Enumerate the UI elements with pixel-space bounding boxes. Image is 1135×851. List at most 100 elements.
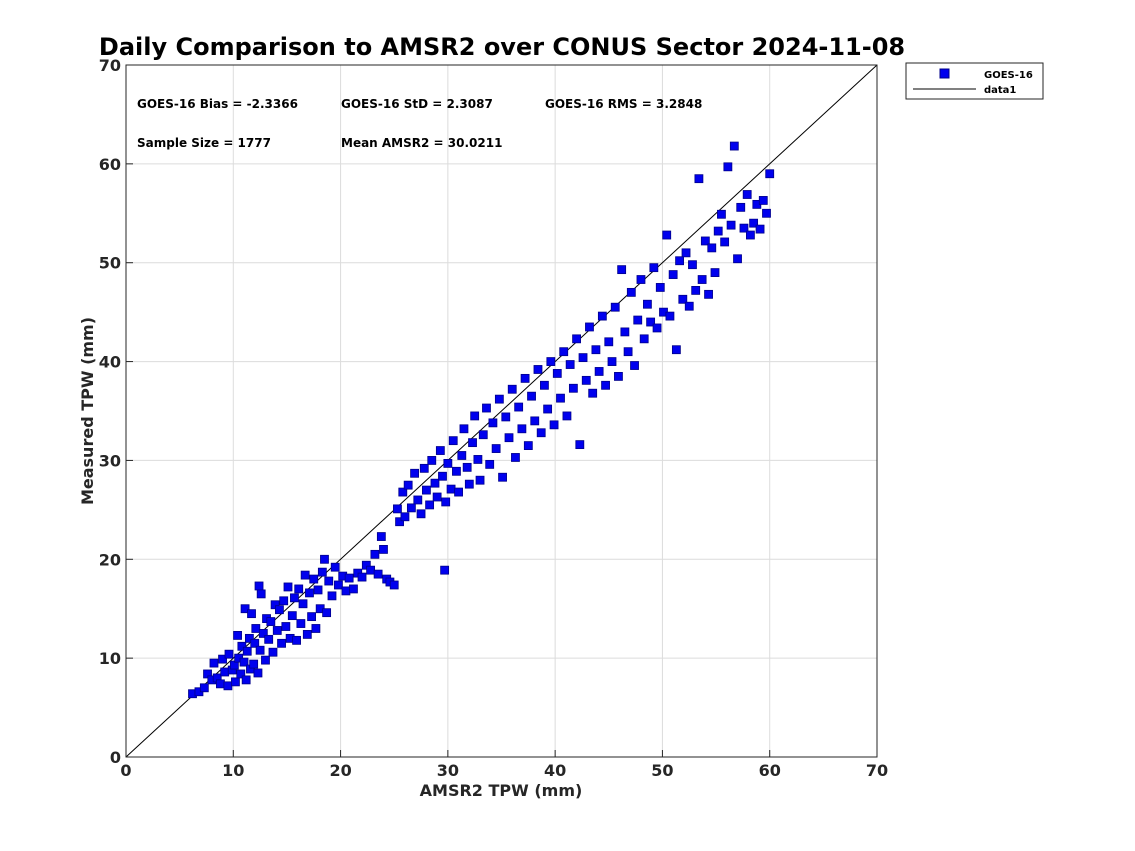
data-point bbox=[688, 260, 697, 270]
data-point bbox=[649, 263, 659, 273]
data-point bbox=[514, 402, 524, 412]
data-point bbox=[473, 455, 483, 464]
data-point bbox=[717, 209, 726, 219]
data-point bbox=[578, 353, 588, 363]
data-point bbox=[533, 365, 543, 374]
data-point bbox=[581, 375, 591, 385]
data-point bbox=[636, 275, 646, 284]
reference-line-data1 bbox=[125, 64, 878, 758]
data-point bbox=[237, 641, 247, 651]
data-point bbox=[630, 361, 639, 370]
data-point bbox=[292, 635, 301, 645]
data-point bbox=[746, 230, 755, 240]
data-point bbox=[736, 202, 746, 212]
data-point bbox=[527, 391, 536, 401]
data-point bbox=[733, 254, 742, 264]
data-point bbox=[240, 604, 250, 614]
data-point bbox=[349, 584, 358, 594]
data-point bbox=[552, 369, 562, 378]
data-point bbox=[494, 394, 504, 404]
data-point bbox=[478, 430, 488, 440]
data-point bbox=[279, 596, 289, 606]
data-point bbox=[370, 549, 380, 559]
legend: GOES-16 data1 bbox=[905, 62, 1044, 100]
data-point bbox=[258, 629, 268, 638]
data-point bbox=[546, 357, 556, 366]
x-tick-label: 20 bbox=[329, 761, 351, 780]
x-tick-label: 50 bbox=[651, 761, 673, 780]
data-point bbox=[588, 388, 598, 398]
data-point bbox=[485, 459, 495, 469]
data-point bbox=[344, 573, 354, 583]
data-point bbox=[250, 638, 260, 648]
data-point bbox=[742, 190, 752, 199]
stat-bias: GOES-16 Bias = -2.3366 bbox=[137, 97, 298, 111]
data-point bbox=[440, 565, 450, 575]
data-point bbox=[675, 256, 684, 266]
chart-title: Daily Comparison to AMSR2 over CONUS Sec… bbox=[99, 33, 905, 61]
data-point bbox=[562, 411, 572, 421]
data-point bbox=[256, 589, 266, 599]
data-point bbox=[277, 638, 286, 648]
data-point bbox=[639, 334, 649, 344]
data-points bbox=[188, 141, 775, 699]
data-point bbox=[707, 243, 717, 253]
y-tick-label: 60 bbox=[99, 155, 121, 174]
x-tick-label: 30 bbox=[437, 761, 459, 780]
data-point bbox=[236, 669, 246, 679]
data-point bbox=[549, 420, 559, 430]
data-point bbox=[446, 484, 456, 494]
reference-line-layer bbox=[125, 64, 878, 758]
data-point bbox=[322, 608, 332, 618]
data-point bbox=[324, 576, 334, 586]
data-point bbox=[249, 659, 259, 669]
data-point bbox=[403, 480, 413, 490]
x-tick-label: 10 bbox=[222, 761, 244, 780]
data-point bbox=[443, 458, 453, 468]
data-point bbox=[313, 585, 323, 595]
data-point bbox=[623, 347, 633, 357]
data-point bbox=[209, 658, 219, 668]
data-point bbox=[427, 456, 437, 465]
data-point bbox=[400, 512, 410, 522]
data-point bbox=[523, 441, 533, 451]
data-point bbox=[700, 236, 710, 246]
data-point bbox=[626, 287, 636, 297]
data-point bbox=[543, 404, 553, 414]
legend-box bbox=[905, 62, 1044, 100]
data-point bbox=[601, 380, 610, 390]
data-point bbox=[298, 599, 308, 609]
data-point bbox=[247, 609, 256, 619]
data-point bbox=[482, 403, 491, 413]
data-point bbox=[643, 299, 652, 309]
data-point bbox=[575, 440, 585, 450]
data-point bbox=[459, 424, 469, 434]
y-tick-label: 20 bbox=[99, 550, 121, 569]
data-point bbox=[452, 466, 461, 476]
data-point bbox=[376, 532, 386, 541]
data-point bbox=[218, 654, 227, 664]
data-point bbox=[684, 301, 694, 311]
data-point bbox=[224, 649, 234, 659]
data-point bbox=[610, 302, 620, 312]
data-point bbox=[296, 619, 306, 628]
data-point bbox=[448, 436, 458, 446]
data-point bbox=[665, 311, 675, 321]
data-point bbox=[334, 580, 343, 590]
y-tick-label: 50 bbox=[99, 254, 121, 273]
data-point bbox=[430, 478, 440, 488]
data-point bbox=[264, 634, 274, 644]
y-tick-label: 40 bbox=[99, 353, 121, 372]
data-point bbox=[729, 141, 739, 151]
data-point bbox=[242, 646, 252, 656]
data-point bbox=[294, 584, 304, 594]
data-point bbox=[395, 517, 404, 527]
data-point bbox=[327, 591, 337, 601]
data-point bbox=[379, 545, 388, 554]
data-point bbox=[272, 626, 282, 635]
data-point bbox=[389, 580, 399, 590]
data-point bbox=[454, 487, 463, 497]
data-point bbox=[520, 373, 530, 383]
data-point bbox=[749, 218, 759, 228]
